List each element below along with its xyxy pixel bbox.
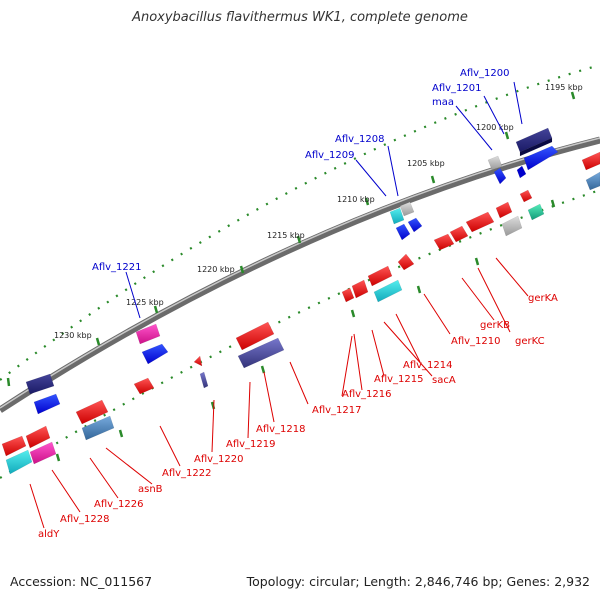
feature-asnB[interactable]	[75, 399, 109, 425]
feature-Aflv_1210[interactable]	[465, 211, 495, 233]
feature-rev-a[interactable]	[449, 225, 469, 243]
label-sacA: sacA	[432, 375, 456, 386]
feature-pink-rev[interactable]	[29, 441, 57, 465]
feature-aldY[interactable]	[1, 435, 27, 457]
label-gerKB: gerKB	[480, 320, 510, 331]
feature-sacA[interactable]	[367, 265, 393, 287]
outer-major-ticks	[6, 91, 576, 387]
label-Aflv_1226: Aflv_1226	[94, 499, 144, 510]
forward-callout-lines	[125, 81, 523, 319]
feature-left-blue[interactable]	[33, 393, 61, 415]
feature-Aflv_1219[interactable]	[237, 337, 285, 369]
feature-1209-arrow-b[interactable]	[407, 217, 423, 233]
forward-features	[25, 127, 600, 415]
scale-label-1225: 1225 kbp	[126, 298, 164, 307]
feature-gerKB[interactable]	[495, 201, 513, 219]
feature-Aflv_1200-arrow[interactable]	[523, 145, 559, 171]
label-Aflv_1208: Aflv_1208	[335, 134, 385, 145]
feature-grey-rev[interactable]	[501, 215, 523, 237]
feature-Aflv_1216[interactable]	[351, 279, 369, 299]
label-Aflv_1200: Aflv_1200	[460, 68, 510, 79]
scale-label-1215: 1215 kbp	[267, 231, 305, 240]
label-Aflv_1209: Aflv_1209	[305, 150, 355, 161]
label-Aflv_1222: Aflv_1222	[162, 468, 212, 479]
feature-left-navy[interactable]	[25, 373, 55, 395]
scale-label-1195: 1195 kbp	[545, 83, 583, 92]
feature-Aflv_1209[interactable]	[389, 207, 405, 225]
feature-cyan-rev[interactable]	[5, 449, 33, 475]
label-Aflv_1214: Aflv_1214	[403, 360, 453, 371]
label-Aflv_1216: Aflv_1216	[342, 389, 392, 400]
feature-gerKA[interactable]	[519, 189, 533, 203]
feature-Aflv_1220[interactable]	[199, 371, 209, 389]
feature-Aflv_1217[interactable]	[341, 287, 355, 303]
label-Aflv_1228: Aflv_1228	[60, 514, 110, 525]
label-Aflv_1215: Aflv_1215	[374, 374, 424, 385]
scale-label-1205: 1205 kbp	[407, 159, 445, 168]
topology-summary: Topology: circular; Length: 2,846,746 bp…	[246, 574, 590, 589]
label-Aflv_1210: Aflv_1210	[451, 336, 501, 347]
label-Aflv_1221: Aflv_1221	[92, 262, 142, 273]
scale-label-1220: 1220 kbp	[197, 265, 235, 274]
feature-Aflv_1226[interactable]	[81, 415, 115, 441]
feature-Aflv_1222[interactable]	[133, 377, 155, 395]
label-Aflv_1201: Aflv_1201	[432, 83, 482, 94]
accession-text: Accession: NC_011567	[10, 574, 153, 589]
scale-label-1210: 1210 kbp	[337, 195, 375, 204]
feature-Aflv_1221[interactable]	[135, 323, 161, 345]
feature-gerKC[interactable]	[527, 203, 545, 221]
label-maa: maa	[432, 97, 454, 108]
label-gerKC: gerKC	[515, 336, 545, 347]
feature-maa[interactable]	[516, 165, 527, 179]
label-Aflv_1217: Aflv_1217	[312, 405, 362, 416]
feature-Aflv_1220-arrow[interactable]	[193, 355, 203, 367]
label-Aflv_1220: Aflv_1220	[194, 454, 244, 465]
feature-1221-arrow[interactable]	[141, 343, 169, 365]
feature-maa-small[interactable]	[493, 167, 507, 185]
feature-Aflv_1218[interactable]	[235, 321, 275, 351]
genome-backbone	[0, 136, 600, 413]
feature-edge-steel[interactable]	[585, 171, 600, 191]
map-title: Anoxybacillus flavithermus WK1, complete…	[132, 10, 468, 25]
feature-Aflv_1208[interactable]	[399, 201, 415, 217]
label-asnB: asnB	[138, 484, 163, 495]
scale-label-1200: 1200 kbp	[476, 123, 514, 132]
feature-rev-b[interactable]	[433, 233, 455, 251]
feature-Aflv_1215[interactable]	[373, 279, 403, 303]
feature-Aflv_1228[interactable]	[25, 425, 51, 449]
label-aldY: aldY	[38, 529, 60, 540]
label-gerKA: gerKA	[528, 293, 558, 304]
label-Aflv_1219: Aflv_1219	[226, 439, 276, 450]
feature-Aflv_1214[interactable]	[397, 253, 415, 271]
reverse-callout-lines	[29, 257, 529, 529]
label-Aflv_1218: Aflv_1218	[256, 424, 306, 435]
feature-edge-red[interactable]	[581, 151, 600, 171]
reverse-features	[1, 189, 545, 475]
feature-1209-arrow-a[interactable]	[395, 223, 411, 241]
feature-Aflv_1201[interactable]	[487, 155, 503, 171]
scale-label-1230: 1230 kbp	[54, 331, 92, 340]
